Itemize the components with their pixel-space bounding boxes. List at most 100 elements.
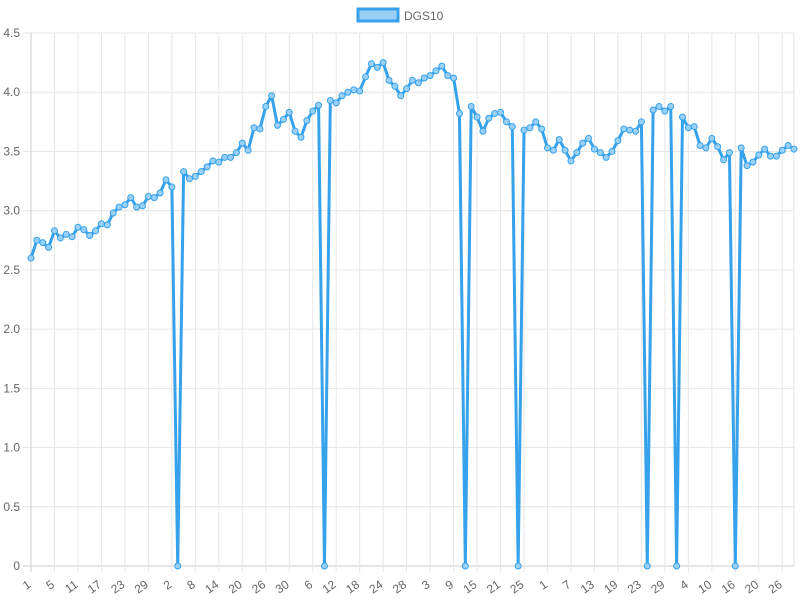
data-point[interactable] (708, 134, 716, 142)
data-point[interactable] (626, 126, 634, 134)
data-point[interactable] (661, 107, 669, 115)
data-point[interactable] (684, 124, 692, 132)
data-point[interactable] (508, 123, 516, 131)
data-point[interactable] (144, 192, 152, 200)
data-point[interactable] (121, 201, 129, 209)
data-point[interactable] (561, 146, 569, 154)
data-point[interactable] (643, 562, 651, 570)
data-point[interactable] (250, 124, 258, 132)
data-point[interactable] (45, 243, 53, 251)
data-point[interactable] (520, 126, 528, 134)
data-point[interactable] (784, 142, 792, 150)
data-point[interactable] (174, 562, 182, 570)
data-point[interactable] (497, 108, 505, 116)
data-point[interactable] (303, 117, 311, 125)
data-point[interactable] (391, 82, 399, 90)
data-point[interactable] (256, 125, 264, 133)
data-point[interactable] (761, 145, 769, 153)
data-point[interactable] (696, 142, 704, 150)
data-point[interactable] (315, 101, 323, 109)
data-point[interactable] (97, 220, 105, 228)
data-point[interactable] (409, 76, 416, 84)
data-point[interactable] (714, 143, 722, 151)
data-point[interactable] (720, 156, 728, 164)
data-point[interactable] (56, 234, 64, 242)
data-point[interactable] (379, 59, 387, 67)
legend-swatch-dgs10[interactable] (356, 7, 400, 23)
data-point[interactable] (180, 168, 188, 176)
data-point[interactable] (86, 232, 94, 240)
data-point[interactable] (491, 110, 499, 118)
data-point[interactable] (191, 172, 199, 180)
data-point[interactable] (127, 194, 135, 202)
data-point[interactable] (731, 562, 739, 570)
data-point[interactable] (309, 107, 317, 115)
data-point[interactable] (109, 209, 117, 217)
data-point[interactable] (485, 114, 493, 122)
data-point[interactable] (579, 139, 587, 147)
data-point[interactable] (772, 152, 780, 160)
data-point[interactable] (332, 99, 340, 107)
data-point[interactable] (649, 106, 657, 114)
legend-label-dgs10[interactable]: DGS10 (404, 9, 444, 23)
data-point[interactable] (74, 223, 82, 231)
data-point[interactable] (362, 73, 370, 81)
data-point[interactable] (755, 151, 763, 159)
data-point[interactable] (526, 124, 534, 132)
data-point[interactable] (502, 118, 510, 126)
data-point[interactable] (209, 157, 217, 165)
data-point[interactable] (33, 236, 41, 244)
data-point[interactable] (414, 79, 422, 87)
data-point[interactable] (532, 118, 540, 126)
data-point[interactable] (608, 147, 616, 155)
data-point[interactable] (602, 153, 610, 161)
data-point[interactable] (450, 74, 458, 82)
data-point[interactable] (244, 146, 252, 154)
data-point[interactable] (274, 121, 282, 129)
data-point[interactable] (285, 108, 293, 116)
data-point[interactable] (426, 72, 434, 80)
data-point[interactable] (39, 239, 47, 247)
data-point[interactable] (150, 194, 158, 202)
data-point[interactable] (320, 562, 328, 570)
data-point[interactable] (168, 183, 176, 191)
data-point[interactable] (632, 127, 640, 135)
data-point[interactable] (397, 92, 405, 100)
data-point[interactable] (514, 562, 522, 570)
data-point[interactable] (215, 158, 223, 166)
data-point[interactable] (197, 168, 205, 176)
data-point[interactable] (279, 115, 287, 123)
data-point[interactable] (238, 139, 246, 147)
data-point[interactable] (444, 72, 452, 80)
data-point[interactable] (555, 136, 563, 144)
data-point[interactable] (185, 175, 193, 183)
data-point[interactable] (455, 110, 463, 118)
data-point[interactable] (139, 202, 147, 210)
data-point[interactable] (338, 92, 346, 100)
data-point[interactable] (80, 226, 88, 234)
data-point[interactable] (156, 189, 164, 197)
data-point[interactable] (50, 227, 58, 235)
data-point[interactable] (749, 158, 757, 166)
data-point[interactable] (297, 133, 305, 141)
data-point[interactable] (567, 157, 575, 165)
data-point[interactable] (103, 221, 111, 229)
data-point[interactable] (227, 153, 235, 161)
data-point[interactable] (262, 102, 270, 110)
data-point[interactable] (637, 118, 645, 126)
data-point[interactable] (479, 127, 487, 135)
data-point[interactable] (778, 146, 786, 154)
data-point[interactable] (133, 203, 141, 211)
data-point[interactable] (790, 145, 798, 153)
data-point[interactable] (585, 134, 593, 142)
data-point[interactable] (432, 67, 440, 75)
data-point[interactable] (115, 203, 123, 211)
data-point[interactable] (655, 102, 663, 110)
legend[interactable]: DGS10 (356, 7, 444, 23)
data-point[interactable] (467, 102, 475, 110)
data-point[interactable] (68, 233, 76, 241)
data-point[interactable] (385, 76, 393, 84)
data-point[interactable] (590, 145, 598, 153)
data-point[interactable] (614, 137, 622, 145)
data-point[interactable] (92, 227, 100, 235)
